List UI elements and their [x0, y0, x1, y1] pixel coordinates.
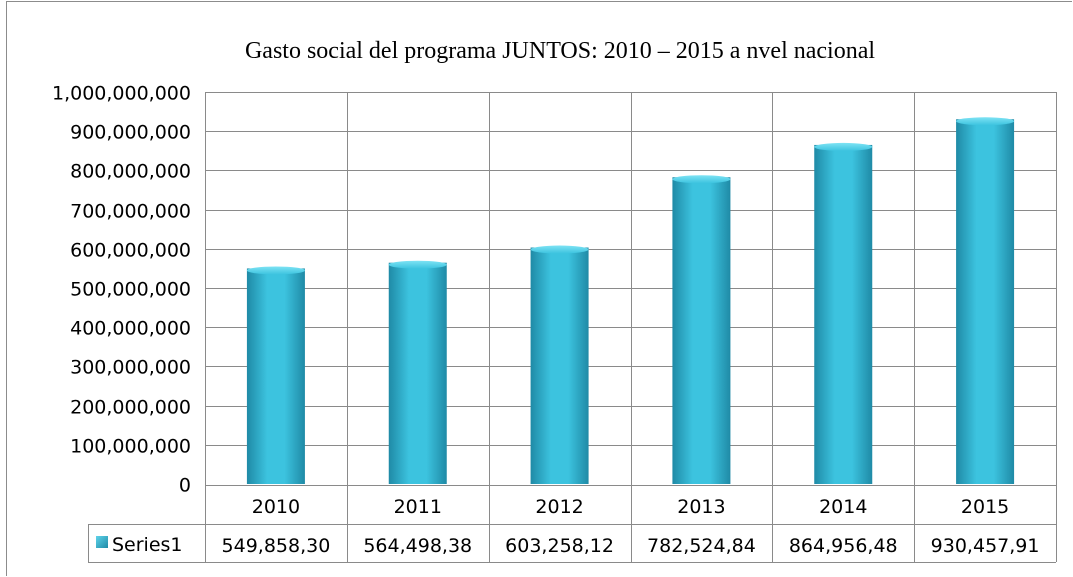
bar-body [672, 177, 731, 485]
y-tick-label: 500,000,000 [70, 279, 191, 301]
bar-cap [814, 142, 873, 151]
bar [388, 260, 447, 484]
y-tick-label: 100,000,000 [70, 436, 191, 458]
gridlines [205, 92, 1056, 446]
y-tick-label: 200,000,000 [70, 397, 191, 419]
bar [814, 142, 873, 484]
bar-body [956, 119, 1015, 484]
table-value-label: 564,498,38 [363, 535, 472, 557]
y-tick-label: 800,000,000 [70, 161, 191, 183]
y-tick-label: 0 [179, 475, 191, 497]
bar-body [246, 268, 305, 484]
bar-cap [956, 117, 1015, 126]
bar [246, 266, 305, 484]
chart-frame [6, 1, 1072, 576]
bar [530, 245, 589, 484]
table-value-label: 930,457,91 [931, 535, 1040, 557]
table-value-label: 549,858,30 [222, 535, 331, 557]
bars [246, 117, 1015, 485]
x-category-label: 2012 [535, 496, 583, 518]
chart-title: Gasto social del programa JUNTOS: 2010 –… [245, 38, 875, 64]
bar-cap [388, 260, 447, 269]
y-tick-label: 400,000,000 [70, 318, 191, 340]
x-category-label: 2014 [819, 496, 867, 518]
table-value-label: 864,956,48 [789, 535, 898, 557]
y-tick-label: 600,000,000 [70, 240, 191, 262]
x-category-label: 2011 [394, 496, 442, 518]
y-axis-tick-labels: 0 100,000,000 200,000,000 300,000,000 400,00… [52, 83, 191, 497]
table-value-label: 603,258,12 [505, 535, 614, 557]
bar [672, 175, 731, 485]
data-table: 2010 2011 2012 2013 2014 2015 Series1 549,858,3… [88, 92, 1057, 563]
table-value-label: 782,524,84 [647, 535, 756, 557]
bar-cap [246, 266, 305, 275]
legend-series-name: Series1 [112, 534, 183, 556]
bar [956, 117, 1015, 484]
bar-cap [530, 245, 589, 254]
bar-body [530, 247, 589, 484]
y-tick-label: 1,000,000,000 [52, 83, 191, 105]
y-tick-label: 900,000,000 [70, 122, 191, 144]
x-category-label: 2010 [252, 496, 300, 518]
bar-body [814, 144, 873, 484]
x-category-label: 2013 [677, 496, 725, 518]
y-tick-label: 300,000,000 [70, 357, 191, 379]
bar-cap [672, 175, 731, 184]
x-category-label: 2015 [961, 496, 1009, 518]
y-tick-label: 700,000,000 [70, 201, 191, 223]
legend-key [96, 536, 108, 548]
bar-body [388, 262, 447, 484]
